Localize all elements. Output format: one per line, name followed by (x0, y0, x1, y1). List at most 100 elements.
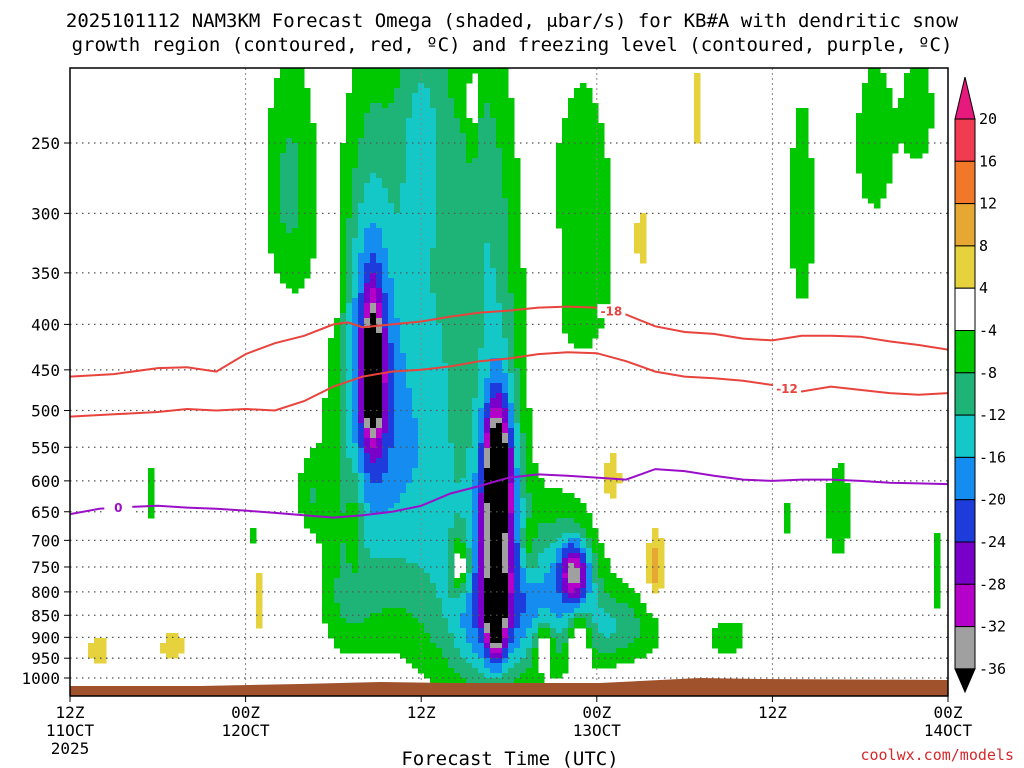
omega-cell (376, 418, 383, 424)
omega-cell (418, 83, 425, 89)
omega-cell (436, 233, 509, 239)
omega-cell (694, 128, 701, 134)
omega-cell (568, 633, 575, 639)
omega-cell (274, 103, 311, 109)
omega-cell (412, 663, 449, 669)
omega-cell (352, 178, 371, 184)
omega-cell (532, 543, 551, 549)
omega-cell (466, 138, 479, 144)
omega-cell (652, 568, 659, 574)
omega-cell (322, 598, 335, 604)
omega-cell (484, 413, 491, 419)
omega-cell (508, 668, 527, 674)
omega-cell (370, 173, 377, 179)
omega-cell (460, 123, 479, 129)
omega-cell (520, 543, 527, 549)
omega-cell (322, 408, 341, 414)
omega-cell (532, 658, 539, 664)
omega-cell (358, 253, 371, 259)
omega-cell (508, 403, 515, 409)
omega-cell (388, 308, 395, 314)
omega-cell (340, 158, 359, 164)
omega-cell (340, 238, 347, 244)
omega-cell (502, 418, 509, 424)
omega-cell (484, 673, 503, 679)
omega-cell (796, 128, 809, 134)
omega-cell (346, 263, 353, 269)
omega-cell (490, 648, 503, 654)
omega-cell (268, 173, 281, 179)
omega-cell (490, 388, 503, 394)
omega-cell (94, 638, 107, 644)
omega-cell (298, 503, 341, 509)
omega-cell (586, 633, 593, 639)
omega-cell (862, 188, 887, 194)
omega-cell (358, 443, 365, 449)
omega-cell (856, 158, 893, 164)
omega-cell (520, 503, 527, 509)
omega-cell (394, 443, 419, 449)
omega-cell (358, 208, 395, 214)
omega-cell (472, 643, 485, 649)
omega-cell (598, 563, 611, 569)
omega-cell (484, 253, 491, 259)
omega-cell (358, 428, 365, 434)
omega-cell (568, 583, 581, 589)
omega-cell (370, 253, 377, 259)
omega-cell (502, 168, 521, 174)
omega-cell (460, 513, 473, 519)
omega-cell (388, 188, 401, 194)
omega-cell (556, 223, 611, 229)
omega-cell (514, 618, 521, 624)
x-tick-label: 12OCT (222, 721, 271, 740)
omega-cell (598, 553, 605, 559)
omega-cell (298, 473, 341, 479)
omega-cell (580, 563, 587, 569)
colorbar-top-arrow (954, 76, 976, 120)
omega-cell (508, 248, 521, 254)
omega-cell (346, 323, 353, 329)
omega-cell (568, 563, 575, 569)
omega-cell (352, 373, 359, 379)
omega-cell (394, 373, 407, 379)
omega-cell (490, 418, 503, 424)
omega-cell (586, 643, 593, 649)
omega-cell (388, 408, 395, 414)
omega-cell (484, 538, 491, 544)
omega-cell (544, 573, 557, 579)
omega-cell (364, 333, 383, 339)
omega-cell (562, 258, 611, 264)
omega-cell (502, 668, 509, 674)
omega-cell (478, 493, 485, 499)
omega-cell (514, 438, 521, 444)
omega-cell (328, 358, 341, 364)
omega-cell (694, 73, 701, 79)
omega-cell (364, 513, 455, 519)
omega-cell (364, 268, 383, 274)
omega-cell (466, 533, 473, 539)
omega-cell (652, 588, 659, 594)
omega-cell (358, 483, 365, 489)
omega-cell (520, 563, 527, 569)
omega-cell (562, 313, 605, 319)
omega-cell (520, 498, 527, 504)
omega-cell (796, 288, 809, 294)
contour-line (70, 351, 948, 418)
omega-cell (484, 523, 491, 529)
omega-cell (514, 338, 527, 344)
omega-cell (298, 188, 317, 194)
omega-cell (562, 278, 611, 284)
omega-cell (88, 648, 107, 654)
omega-cell (502, 158, 521, 164)
omega-cell (502, 633, 509, 639)
omega-cell (568, 103, 599, 109)
omega-cell (448, 73, 473, 79)
omega-cell (346, 243, 353, 249)
omega-cell (592, 568, 599, 574)
omega-cell (604, 483, 617, 489)
omega-cell (508, 448, 515, 454)
omega-cell (454, 453, 467, 459)
omega-cell (556, 143, 605, 149)
omega-cell (352, 398, 359, 404)
